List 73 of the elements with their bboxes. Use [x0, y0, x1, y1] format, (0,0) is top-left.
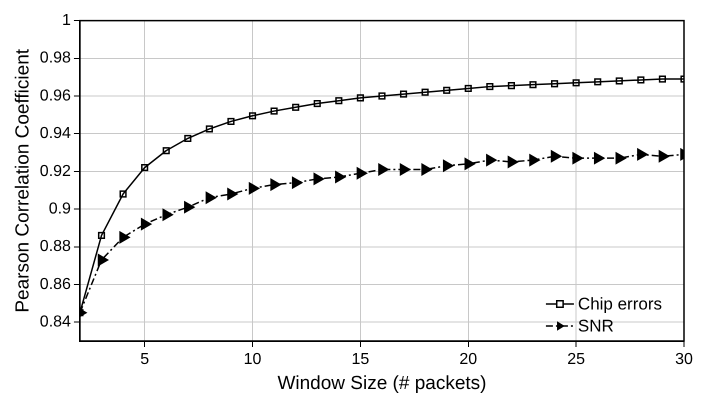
point: [616, 152, 626, 164]
point: [616, 77, 623, 84]
y-tick-label: 0.98: [40, 50, 72, 67]
point: [400, 90, 408, 98]
x-tick-label: 25: [567, 351, 586, 368]
point: [206, 192, 216, 204]
point: [314, 172, 324, 185]
point: [162, 208, 173, 221]
y-tick-label: 0.96: [40, 87, 72, 104]
point: [98, 232, 106, 240]
point: [508, 156, 518, 168]
point: [443, 86, 450, 94]
point: [529, 81, 537, 88]
point: [120, 190, 127, 198]
point: [356, 94, 364, 102]
point: [356, 167, 368, 180]
point: [141, 164, 148, 172]
point: [529, 154, 540, 166]
point: [184, 134, 192, 142]
legend-label: Chip errors: [578, 294, 662, 314]
x-tick-label: 30: [675, 351, 693, 368]
legend-label: SNR: [578, 316, 614, 336]
y-tick-label: 0.92: [40, 162, 72, 180]
point: [486, 154, 497, 166]
x-tick-label: 20: [459, 351, 478, 368]
point: [378, 92, 386, 100]
point: [140, 218, 152, 230]
y-axis-title: Pearson Correlation Coefficient: [12, 48, 34, 313]
point: [400, 164, 410, 176]
point: [550, 80, 558, 88]
y-tick-label: 0.88: [40, 238, 72, 256]
point: [572, 79, 580, 86]
point: [335, 171, 346, 183]
y-tick-label: 1: [62, 12, 72, 30]
point: [270, 178, 281, 191]
y-tick-label: 0.84: [40, 314, 72, 331]
point: [464, 84, 472, 92]
point: [270, 107, 278, 115]
point: [658, 150, 670, 162]
y-tick-label: 0.94: [40, 125, 72, 142]
y-tick-label: 0.9: [48, 200, 72, 218]
point: [464, 158, 476, 170]
x-tick-label: 10: [244, 351, 262, 368]
x-axis-title: Window Size (# packets): [277, 372, 487, 394]
point: [486, 82, 494, 90]
point: [594, 78, 602, 86]
point: [637, 76, 644, 84]
point: [314, 100, 321, 108]
point: [248, 112, 256, 120]
point: [98, 254, 108, 266]
point: [594, 152, 604, 164]
point: [550, 150, 562, 162]
point: [572, 152, 583, 164]
point: [119, 231, 130, 244]
point: [248, 182, 260, 194]
point: [658, 75, 666, 83]
point: [227, 118, 235, 126]
point: [378, 164, 389, 176]
point: [227, 188, 238, 200]
y-tick-label: 0.86: [40, 276, 72, 293]
point: [442, 160, 454, 172]
point: [292, 176, 302, 189]
point: [508, 82, 515, 90]
point: [421, 164, 432, 176]
point: [206, 125, 213, 133]
point: [184, 201, 195, 214]
point: [292, 104, 300, 111]
x-tick-label: 5: [140, 351, 150, 368]
point: [162, 147, 170, 154]
x-tick-label: 15: [352, 351, 370, 368]
point: [637, 148, 648, 160]
point: [422, 88, 429, 96]
point: [335, 97, 342, 104]
